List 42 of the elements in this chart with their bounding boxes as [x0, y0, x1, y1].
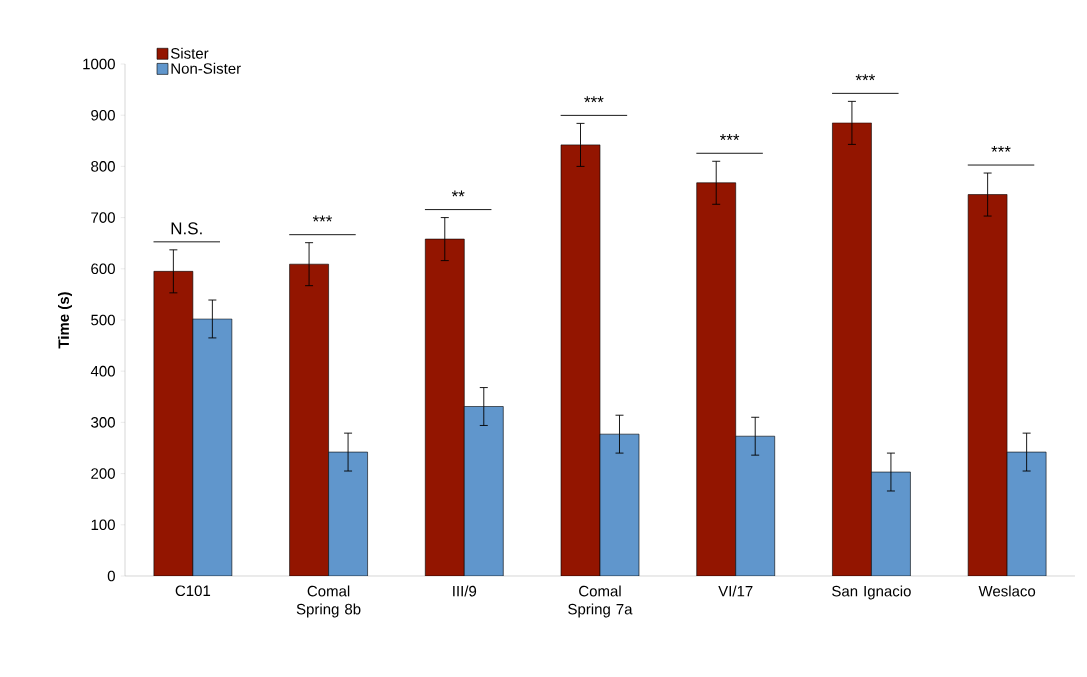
y-tick-label: 0	[107, 570, 115, 582]
bar	[289, 263, 329, 576]
bar	[1006, 451, 1047, 576]
x-tick-label: Comal Spring 8b	[296, 585, 361, 618]
bar	[424, 238, 465, 576]
legend-label: Non-Sister	[171, 62, 241, 74]
annotation: N.S.	[171, 222, 202, 235]
annotation: ***	[312, 215, 333, 222]
bar	[832, 122, 872, 576]
x-tick-label: C101	[175, 585, 211, 597]
x-tick-label: VI/17	[718, 585, 753, 597]
bar	[153, 271, 194, 576]
bar	[967, 194, 1008, 576]
y-tick-label: 700	[91, 212, 115, 223]
y-axis-title: Time (s)	[57, 292, 72, 349]
y-tick-label: 300	[91, 417, 115, 428]
bar	[696, 182, 737, 576]
x-tick-label: III/9	[453, 585, 477, 597]
y-tick-label: 800	[91, 161, 115, 172]
x-tick-label: San Ignacio	[832, 585, 911, 600]
y-tick-label: 1000	[83, 58, 115, 70]
annotation: ***	[584, 96, 604, 103]
bar	[871, 471, 911, 576]
annotation: ***	[719, 134, 740, 141]
bar	[463, 406, 504, 576]
y-tick-label: 600	[91, 263, 115, 275]
bar	[599, 433, 640, 576]
y-tick-label: 500	[91, 314, 115, 326]
bar	[328, 451, 368, 576]
x-tick-label: Comal Spring 7a	[568, 585, 633, 618]
y-tick-label: 100	[91, 519, 115, 531]
annotation: ***	[991, 145, 1011, 152]
x-tick-label: Weslaco	[978, 585, 1036, 597]
annotation: **	[451, 190, 465, 197]
legend-label: Sister	[170, 47, 209, 59]
bar	[735, 435, 776, 576]
annotation: ***	[855, 74, 875, 81]
bar	[192, 318, 233, 576]
y-tick-label: 400	[90, 365, 115, 377]
y-tick-label: 900	[91, 109, 115, 121]
y-tick-label: 200	[91, 468, 115, 479]
bar	[560, 144, 601, 576]
